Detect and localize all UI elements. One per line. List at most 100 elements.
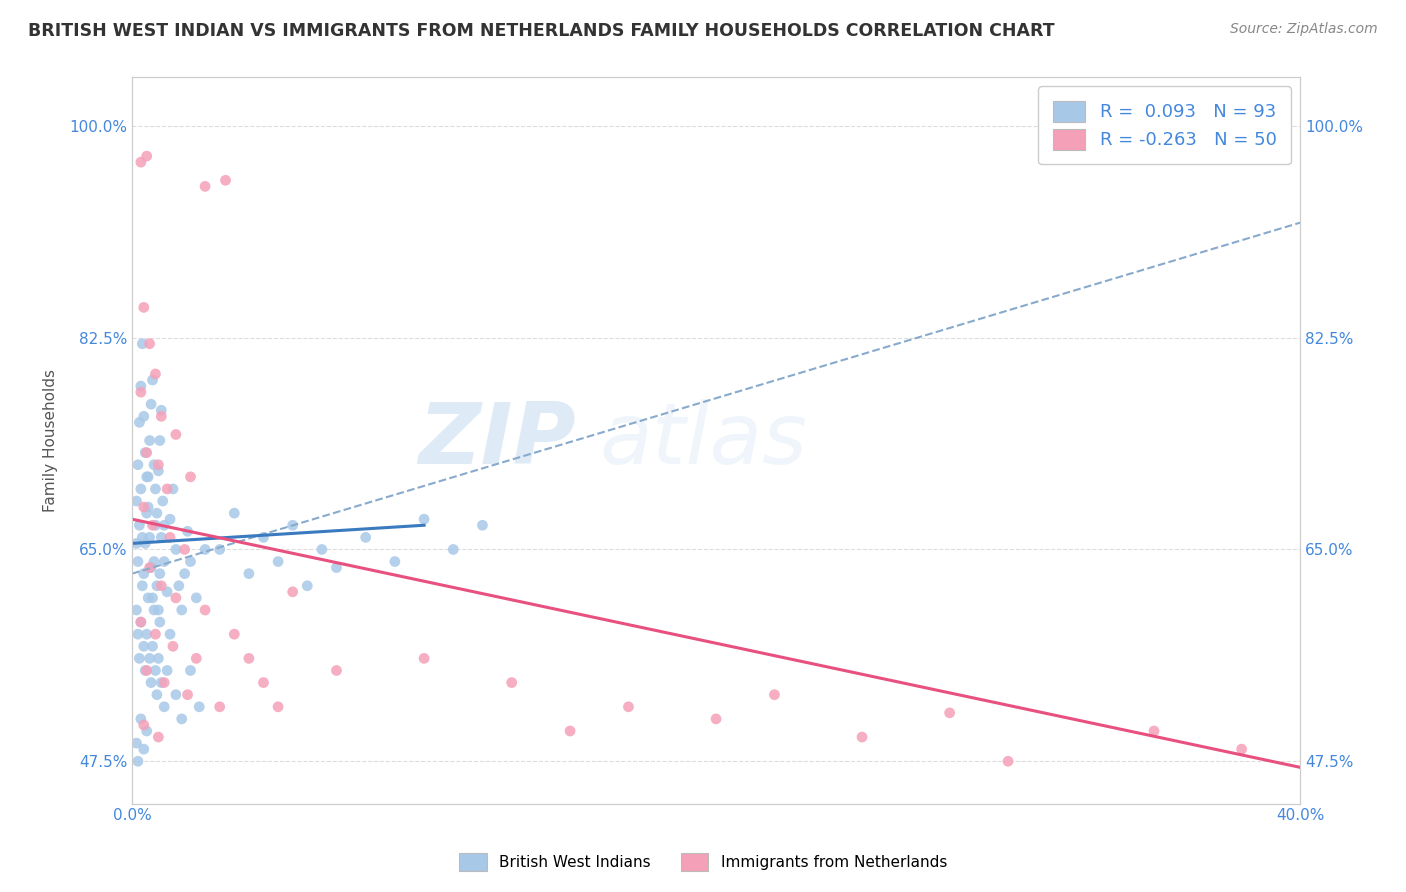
Point	[145, 482, 167, 496]
Point	[135, 445, 157, 459]
Point	[159, 627, 181, 641]
Text: ZIP: ZIP	[418, 399, 576, 482]
Point	[134, 536, 156, 550]
Point	[136, 470, 159, 484]
Point	[135, 724, 157, 739]
Point	[704, 712, 727, 726]
Point	[132, 409, 155, 424]
Point	[150, 675, 173, 690]
Point	[127, 458, 149, 472]
Point	[153, 518, 176, 533]
Point	[129, 615, 152, 629]
Point	[214, 173, 236, 187]
Point	[146, 506, 169, 520]
Point	[148, 651, 170, 665]
Point	[1143, 724, 1166, 739]
Point	[150, 579, 173, 593]
Point	[325, 664, 347, 678]
Point	[194, 179, 217, 194]
Point	[146, 688, 169, 702]
Point	[162, 640, 184, 654]
Point	[136, 591, 159, 605]
Point	[134, 445, 156, 459]
Point	[156, 584, 179, 599]
Point	[149, 434, 172, 448]
Point	[132, 640, 155, 654]
Point	[354, 530, 377, 544]
Point	[208, 699, 231, 714]
Point	[763, 688, 786, 702]
Point	[153, 675, 176, 690]
Point	[159, 512, 181, 526]
Point	[441, 542, 464, 557]
Point	[194, 603, 217, 617]
Point	[129, 385, 152, 400]
Point	[143, 603, 166, 617]
Point	[224, 627, 246, 641]
Point	[145, 367, 167, 381]
Point	[165, 542, 187, 557]
Point	[165, 427, 187, 442]
Point	[179, 664, 201, 678]
Point	[127, 555, 149, 569]
Point	[851, 730, 873, 744]
Point	[238, 566, 260, 581]
Point	[146, 579, 169, 593]
Point	[132, 500, 155, 514]
Point	[156, 664, 179, 678]
Point	[131, 579, 153, 593]
Point	[194, 542, 217, 557]
Point	[128, 518, 150, 533]
Point	[141, 373, 163, 387]
Point	[141, 591, 163, 605]
Point	[138, 336, 160, 351]
Point	[132, 566, 155, 581]
Point	[156, 482, 179, 496]
Point	[148, 730, 170, 744]
Point	[471, 518, 494, 533]
Point	[128, 651, 150, 665]
Point	[159, 530, 181, 544]
Point	[150, 530, 173, 544]
Point	[135, 627, 157, 641]
Point	[267, 555, 290, 569]
Point	[135, 664, 157, 678]
Point	[311, 542, 333, 557]
Point	[173, 566, 195, 581]
Point	[281, 518, 304, 533]
Point	[413, 512, 436, 526]
Legend: British West Indians, Immigrants from Netherlands: British West Indians, Immigrants from Ne…	[450, 844, 956, 880]
Point	[208, 542, 231, 557]
Point	[129, 482, 152, 496]
Point	[127, 754, 149, 768]
Point	[617, 699, 640, 714]
Point	[138, 560, 160, 574]
Point	[384, 555, 406, 569]
Legend: R =  0.093   N = 93, R = -0.263   N = 50: R = 0.093 N = 93, R = -0.263 N = 50	[1038, 87, 1291, 164]
Point	[131, 530, 153, 544]
Y-axis label: Family Households: Family Households	[44, 369, 58, 512]
Point	[413, 651, 436, 665]
Point	[501, 675, 523, 690]
Point	[127, 627, 149, 641]
Point	[1230, 742, 1253, 756]
Point	[139, 397, 162, 411]
Point	[141, 640, 163, 654]
Point	[997, 754, 1019, 768]
Point	[138, 651, 160, 665]
Point	[134, 664, 156, 678]
Point	[179, 470, 201, 484]
Point	[148, 603, 170, 617]
Point	[141, 518, 163, 533]
Point	[132, 718, 155, 732]
Point	[149, 615, 172, 629]
Point	[224, 506, 246, 520]
Point	[176, 688, 198, 702]
Point	[170, 603, 193, 617]
Point	[145, 518, 167, 533]
Point	[136, 500, 159, 514]
Point	[128, 416, 150, 430]
Point	[139, 560, 162, 574]
Point	[129, 155, 152, 169]
Point	[125, 736, 148, 750]
